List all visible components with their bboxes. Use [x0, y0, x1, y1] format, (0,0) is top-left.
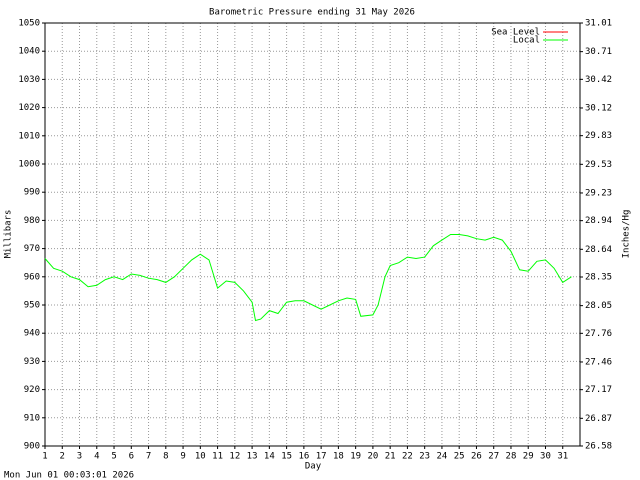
y2-tick-label: 26.87	[585, 414, 612, 424]
y-tick-label: 1000	[18, 160, 40, 170]
y2-tick-label: 30.71	[585, 47, 612, 57]
x-tick-label: 20	[367, 452, 378, 462]
x-axis-label: Day	[305, 462, 322, 472]
plot-frame	[44, 22, 581, 447]
y2-axis-label: Inches/Hg	[622, 210, 632, 259]
y-axis-label: Millibars	[4, 210, 14, 259]
x-tick-label: 22	[402, 452, 413, 462]
x-tick-label: 6	[129, 452, 134, 462]
x-tick-label: 17	[316, 452, 327, 462]
y2-tick-label: 30.42	[585, 75, 612, 85]
x-tick-label: 29	[523, 452, 534, 462]
y-tick-label: 970	[24, 244, 40, 254]
y2-tick-label: 26.58	[585, 442, 612, 452]
x-tick-label: 4	[94, 452, 99, 462]
y2-tick-label: 29.23	[585, 188, 612, 198]
x-tick-label: 7	[146, 452, 151, 462]
y-tick-label: 1020	[18, 103, 40, 113]
y-tick-label: 910	[24, 413, 40, 423]
x-tick-label: 11	[212, 452, 223, 462]
y2-tick-label: 28.35	[585, 272, 612, 282]
x-tick-label: 9	[180, 452, 185, 462]
x-tick-label: 5	[111, 452, 116, 462]
y2-tick-label: 28.64	[585, 245, 612, 255]
x-tick-label: 3	[77, 452, 82, 462]
timestamp: Mon Jun 01 00:03:01 2026	[4, 471, 134, 480]
x-tick-label: 24	[437, 452, 448, 462]
y2-tick-label: 27.46	[585, 357, 612, 367]
data-line	[44, 234, 572, 322]
x-tick-label: 2	[60, 452, 65, 462]
y2-tick-label: 27.76	[585, 329, 612, 339]
legend-label: Sea Level	[491, 28, 540, 38]
x-tick-label: 13	[247, 452, 258, 462]
y-tick-label: 900	[24, 442, 40, 452]
legend-label: Local	[513, 36, 540, 46]
y2-tick-label: 27.17	[585, 385, 612, 395]
y-tick-label: 960	[24, 272, 40, 282]
y-tick-label: 1030	[18, 75, 40, 85]
y2-tick-label: 28.94	[585, 216, 612, 226]
x-tick-label: 21	[385, 452, 396, 462]
y2-tick-label: 30.12	[585, 103, 612, 113]
x-tick-label: 14	[264, 452, 275, 462]
x-tick-label: 30	[540, 452, 551, 462]
x-tick-label: 16	[298, 452, 309, 462]
x-tick-label: 23	[419, 452, 430, 462]
x-tick-label: 26	[471, 452, 482, 462]
y2-tick-label: 28.05	[585, 301, 612, 311]
y2-tick-label: 29.53	[585, 160, 612, 170]
x-tick-label: 27	[488, 452, 499, 462]
y2-tick-label: 29.83	[585, 131, 612, 141]
x-tick-label: 15	[281, 452, 292, 462]
y-tick-label: 950	[24, 301, 40, 311]
x-tick-label: 25	[454, 452, 465, 462]
x-tick-label: 28	[506, 452, 517, 462]
y-tick-label: 980	[24, 216, 40, 226]
x-tick-label: 1	[42, 452, 47, 462]
chart-title: Barometric Pressure ending 31 May 2026	[209, 8, 415, 18]
x-tick-label: 12	[229, 452, 240, 462]
x-tick-label: 31	[557, 452, 568, 462]
y-tick-label: 1010	[18, 131, 40, 141]
x-tick-label: 19	[350, 452, 361, 462]
y-tick-label: 930	[24, 357, 40, 367]
x-tick-label: 18	[333, 452, 344, 462]
y-tick-label: 920	[24, 385, 40, 395]
y-tick-label: 990	[24, 188, 40, 198]
x-tick-label: 8	[163, 452, 168, 462]
y2-tick-label: 31.01	[585, 19, 612, 29]
y-tick-label: 1040	[18, 47, 40, 57]
x-tick-label: 10	[195, 452, 206, 462]
y-tick-label: 1050	[18, 19, 40, 29]
y-tick-label: 940	[24, 329, 40, 339]
